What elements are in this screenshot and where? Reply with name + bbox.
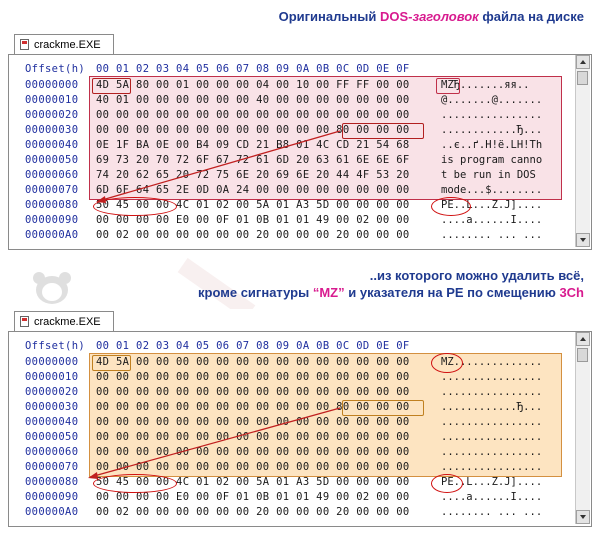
row-hex-bytes[interactable]: 00 00 00 00 E0 00 0F 01 0B 01 01 49 00 0…: [96, 491, 410, 503]
row-offset: 00000030: [25, 124, 79, 136]
scroll-thumb[interactable]: [577, 71, 588, 85]
column-header: 00 01 02 03 04 05 06 07 08 09 0A 0B 0C 0…: [96, 340, 410, 352]
row-hex-bytes[interactable]: 74 20 62 65 20 72 75 6E 20 69 6E 20 44 4…: [96, 169, 410, 181]
tab-bar: crackme.EXE: [8, 32, 592, 55]
row-ascii[interactable]: ........ ... ...: [441, 506, 543, 518]
row-offset: 00000010: [25, 94, 79, 106]
row-ascii[interactable]: ................: [441, 371, 543, 383]
row-hex-bytes[interactable]: 00 00 00 00 00 00 00 00 00 00 00 00 00 0…: [96, 446, 410, 458]
row-offset: 00000050: [25, 431, 79, 443]
caption-top: Оригинальный DOS-заголовок файла на диск…: [278, 9, 584, 24]
row-ascii[interactable]: MZЂ.......яя..: [441, 79, 530, 91]
scroll-down-button[interactable]: [576, 233, 590, 247]
row-offset: 00000090: [25, 491, 79, 503]
row-ascii[interactable]: ................: [441, 431, 543, 443]
mz-signature-box: [92, 355, 131, 371]
row-offset: 00000070: [25, 184, 79, 196]
row-ascii[interactable]: ................: [441, 386, 543, 398]
row-offset: 00000020: [25, 109, 79, 121]
row-ascii[interactable]: ....a......I....: [441, 491, 543, 503]
row-ascii[interactable]: ..є..ґ.Н!ё.LН!Th: [441, 139, 543, 151]
row-ascii[interactable]: is program canno: [441, 154, 543, 166]
row-ascii[interactable]: t be run in DOS: [441, 169, 543, 181]
row-ascii[interactable]: ............Ђ...: [441, 401, 543, 413]
offset-header: Offset(h): [25, 340, 86, 352]
row-offset: 000000A0: [25, 229, 79, 241]
row-offset: 00000000: [25, 356, 79, 368]
scroll-down-button[interactable]: [576, 510, 590, 524]
row-ascii[interactable]: ................: [441, 109, 543, 121]
caption-middle-line2: кроме сигнатуры “MZ” и указателя на PE п…: [198, 285, 584, 300]
file-icon: [20, 316, 29, 327]
row-hex-bytes[interactable]: 69 73 20 70 72 6F 67 72 61 6D 20 63 61 6…: [96, 154, 410, 166]
row-ascii[interactable]: ................: [441, 461, 543, 473]
row-offset: 00000060: [25, 446, 79, 458]
row-hex-bytes[interactable]: 00 00 00 00 00 00 00 00 00 00 00 00 00 0…: [96, 461, 410, 473]
row-offset: 000000A0: [25, 506, 79, 518]
scroll-up-button[interactable]: [576, 55, 590, 69]
row-offset: 00000090: [25, 214, 79, 226]
pe-ascii-ellipse: [431, 474, 463, 493]
hex-view[interactable]: Offset(h) 00 01 02 03 04 05 06 07 08 09 …: [8, 331, 592, 527]
row-hex-bytes[interactable]: 50 45 00 00 4C 01 02 00 5A 01 A3 5D 00 0…: [96, 476, 410, 488]
scroll-thumb[interactable]: [577, 348, 588, 362]
tab-bar: crackme.EXE: [8, 309, 592, 332]
row-offset: 00000010: [25, 371, 79, 383]
row-hex-bytes[interactable]: 00 02 00 00 00 00 00 00 20 00 00 00 20 0…: [96, 506, 410, 518]
row-offset: 00000080: [25, 199, 79, 211]
tab-crackme-exe[interactable]: crackme.EXE: [14, 34, 114, 54]
panda-logo-icon: [33, 272, 71, 304]
row-hex-bytes[interactable]: 00 00 00 00 00 00 00 00 00 00 00 00 00 0…: [96, 386, 410, 398]
pe-ascii-ellipse: [431, 197, 471, 216]
row-hex-bytes[interactable]: 00 02 00 00 00 00 00 00 20 00 00 00 20 0…: [96, 229, 410, 241]
pe-signature-ellipse: [93, 474, 177, 493]
pe-pointer-box: [342, 123, 424, 139]
row-ascii[interactable]: mode...$........: [441, 184, 543, 196]
column-header: 00 01 02 03 04 05 06 07 08 09 0A 0B 0C 0…: [96, 63, 410, 75]
row-hex-bytes[interactable]: 00 00 00 00 00 00 00 00 00 00 00 00 00 0…: [96, 371, 410, 383]
hex-editor-window-stripped: crackme.EXE Offset(h) 00 01 02 03 04 05 …: [8, 309, 592, 527]
row-hex-bytes[interactable]: 4D 5A 80 00 01 00 00 00 04 00 10 00 FF F…: [96, 79, 410, 91]
row-hex-bytes[interactable]: 0E 1F BA 0E 00 B4 09 CD 21 B8 01 4C CD 2…: [96, 139, 410, 151]
pe-pointer-box: [342, 400, 424, 416]
row-ascii[interactable]: ............Ђ...: [441, 124, 543, 136]
row-ascii[interactable]: ....a......I....: [441, 214, 543, 226]
vertical-scrollbar[interactable]: [575, 55, 590, 247]
caption-middle-line1: ..из которого можно удалить всё,: [369, 268, 584, 283]
row-offset: 00000060: [25, 169, 79, 181]
row-hex-bytes[interactable]: 00 00 00 00 00 00 00 00 00 00 00 00 00 0…: [96, 109, 410, 121]
row-ascii[interactable]: ................: [441, 446, 543, 458]
row-ascii[interactable]: MZ..............: [441, 356, 543, 368]
row-hex-bytes[interactable]: 00 00 00 00 00 00 00 00 00 00 00 00 00 0…: [96, 431, 410, 443]
row-ascii[interactable]: PE..L...Z.J]....: [441, 476, 543, 488]
row-ascii[interactable]: @.......@.......: [441, 94, 543, 106]
row-hex-bytes[interactable]: 00 00 00 00 E0 00 0F 01 0B 01 01 49 00 0…: [96, 214, 410, 226]
hex-view[interactable]: Offset(h) 00 01 02 03 04 05 06 07 08 09 …: [8, 54, 592, 250]
hex-editor-window-original: crackme.EXE Offset(h) 00 01 02 03 04 05 …: [8, 32, 592, 250]
tab-crackme-exe[interactable]: crackme.EXE: [14, 311, 114, 331]
row-hex-bytes[interactable]: 4D 5A 00 00 00 00 00 00 00 00 00 00 00 0…: [96, 356, 410, 368]
file-icon: [20, 39, 29, 50]
mz-signature-box: [92, 78, 131, 94]
row-offset: 00000070: [25, 461, 79, 473]
offset-header: Offset(h): [25, 63, 86, 75]
scroll-up-button[interactable]: [576, 332, 590, 346]
row-offset: 00000040: [25, 139, 79, 151]
vertical-scrollbar[interactable]: [575, 332, 590, 524]
row-offset: 00000000: [25, 79, 79, 91]
row-offset: 00000040: [25, 416, 79, 428]
mz-ascii-box: [436, 78, 460, 94]
mz-ascii-ellipse: [431, 353, 463, 373]
pe-signature-ellipse: [93, 197, 177, 216]
row-hex-bytes[interactable]: 40 01 00 00 00 00 00 00 40 00 00 00 00 0…: [96, 94, 410, 106]
row-offset: 00000020: [25, 386, 79, 398]
row-offset: 00000080: [25, 476, 79, 488]
row-offset: 00000030: [25, 401, 79, 413]
row-offset: 00000050: [25, 154, 79, 166]
row-hex-bytes[interactable]: 00 00 00 00 00 00 00 00 00 00 00 00 00 0…: [96, 416, 410, 428]
row-ascii[interactable]: ................: [441, 416, 543, 428]
row-ascii[interactable]: ........ ... ...: [441, 229, 543, 241]
row-hex-bytes[interactable]: 6D 6F 64 65 2E 0D 0A 24 00 00 00 00 00 0…: [96, 184, 410, 196]
